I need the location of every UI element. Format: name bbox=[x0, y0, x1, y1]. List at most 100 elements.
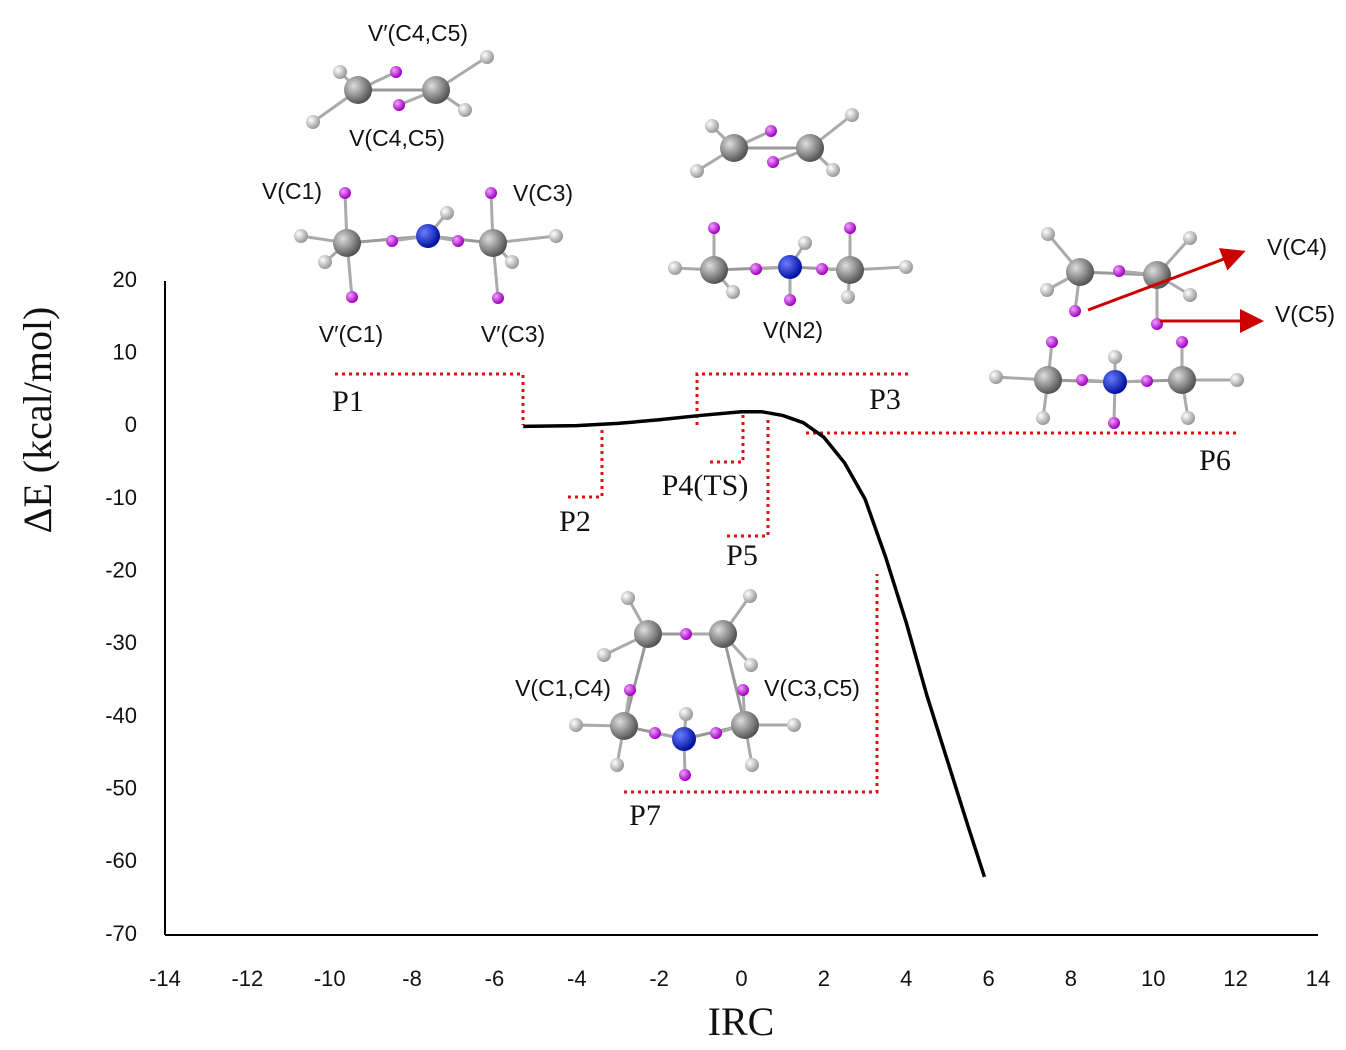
atom bbox=[1103, 370, 1127, 394]
atom bbox=[1141, 375, 1153, 387]
atom bbox=[796, 134, 824, 162]
atom bbox=[1181, 411, 1195, 425]
atom bbox=[479, 229, 507, 257]
atom bbox=[634, 620, 662, 648]
atom bbox=[1066, 258, 1094, 286]
atom bbox=[737, 684, 749, 696]
atom bbox=[836, 256, 864, 284]
atom bbox=[778, 255, 802, 279]
atom bbox=[505, 255, 519, 269]
atom bbox=[679, 769, 691, 781]
x-tick-label: 4 bbox=[900, 966, 912, 991]
atom bbox=[668, 261, 682, 275]
basin-label: V(C1) bbox=[262, 178, 322, 204]
x-tick-label: -10 bbox=[314, 966, 346, 991]
atom bbox=[390, 66, 402, 78]
atom bbox=[826, 163, 840, 177]
atom bbox=[597, 648, 611, 662]
atom bbox=[1069, 305, 1081, 317]
atom bbox=[440, 206, 454, 220]
x-tick-label: -4 bbox=[567, 966, 587, 991]
atom bbox=[708, 222, 720, 234]
x-tick-label: 14 bbox=[1306, 966, 1330, 991]
y-tick-label: -60 bbox=[105, 848, 137, 873]
point-label: P2 bbox=[559, 505, 591, 538]
atom bbox=[743, 589, 757, 603]
atom bbox=[1036, 411, 1050, 425]
leader-line bbox=[624, 574, 879, 794]
atom bbox=[1168, 366, 1196, 394]
x-tick-label: 10 bbox=[1141, 966, 1165, 991]
point-label: P3 bbox=[869, 383, 901, 416]
arrow bbox=[1087, 248, 1246, 312]
atom bbox=[621, 591, 635, 605]
atom bbox=[624, 684, 636, 696]
atom bbox=[744, 658, 758, 672]
atom bbox=[610, 758, 624, 772]
point-label: P7 bbox=[629, 799, 661, 832]
basin-label: V′(C4,C5) bbox=[368, 20, 468, 46]
line bbox=[523, 410, 987, 878]
atom bbox=[610, 712, 638, 740]
atom bbox=[767, 156, 779, 168]
x-axis-title: IRC bbox=[708, 999, 775, 1044]
leader-line bbox=[695, 372, 908, 425]
atom bbox=[726, 285, 740, 299]
atom bbox=[318, 255, 332, 269]
atom bbox=[422, 76, 450, 104]
y-tick-label: -30 bbox=[105, 630, 137, 655]
atom bbox=[549, 229, 563, 243]
atom bbox=[672, 727, 696, 751]
atom bbox=[1183, 288, 1197, 302]
atom bbox=[1176, 336, 1188, 348]
x-tick-label: 0 bbox=[735, 966, 747, 991]
leader-line bbox=[710, 415, 745, 464]
atom bbox=[690, 164, 704, 178]
basin-label: V′(C1) bbox=[319, 321, 383, 347]
atom bbox=[569, 718, 583, 732]
atom bbox=[787, 718, 801, 732]
atom bbox=[480, 50, 494, 64]
atom bbox=[333, 65, 347, 79]
atom bbox=[344, 76, 372, 104]
atom bbox=[899, 260, 913, 274]
y-tick-label: -50 bbox=[105, 775, 137, 800]
point-label: P4(TS) bbox=[662, 469, 749, 502]
point-label: P5 bbox=[726, 539, 758, 572]
atom bbox=[1076, 374, 1088, 386]
atom bbox=[750, 263, 762, 275]
molecules bbox=[294, 50, 1244, 781]
atom bbox=[386, 235, 398, 247]
atom bbox=[1034, 366, 1062, 394]
atom bbox=[1183, 231, 1197, 245]
bond bbox=[721, 633, 747, 726]
atom bbox=[720, 134, 748, 162]
point-label: P1 bbox=[332, 385, 364, 418]
atom bbox=[649, 727, 661, 739]
atom bbox=[1108, 417, 1120, 429]
atom bbox=[680, 628, 692, 640]
atom bbox=[844, 222, 856, 234]
atom bbox=[845, 108, 859, 122]
y-axis-title: ΔE (kcal/mol) bbox=[15, 307, 60, 534]
basin-label: V′(C3) bbox=[481, 321, 545, 347]
basin-label: V(C4) bbox=[1267, 234, 1327, 260]
x-tick-label: -6 bbox=[485, 966, 505, 991]
y-tick-label: -20 bbox=[105, 557, 137, 582]
atom bbox=[709, 620, 737, 648]
atom bbox=[710, 727, 722, 739]
leader-line bbox=[568, 430, 604, 499]
atom bbox=[784, 294, 796, 306]
atom bbox=[1230, 373, 1244, 387]
y-tick-label: -10 bbox=[105, 485, 137, 510]
x-tick-label: -12 bbox=[231, 966, 263, 991]
atom bbox=[705, 119, 719, 133]
x-tick-label: -14 bbox=[149, 966, 181, 991]
x-tick-label: -2 bbox=[649, 966, 669, 991]
basin-label: V(C3) bbox=[513, 180, 573, 206]
atom bbox=[1041, 227, 1055, 241]
basin-label: V(C5) bbox=[1275, 301, 1335, 327]
atom bbox=[346, 291, 358, 303]
atom bbox=[700, 256, 728, 284]
